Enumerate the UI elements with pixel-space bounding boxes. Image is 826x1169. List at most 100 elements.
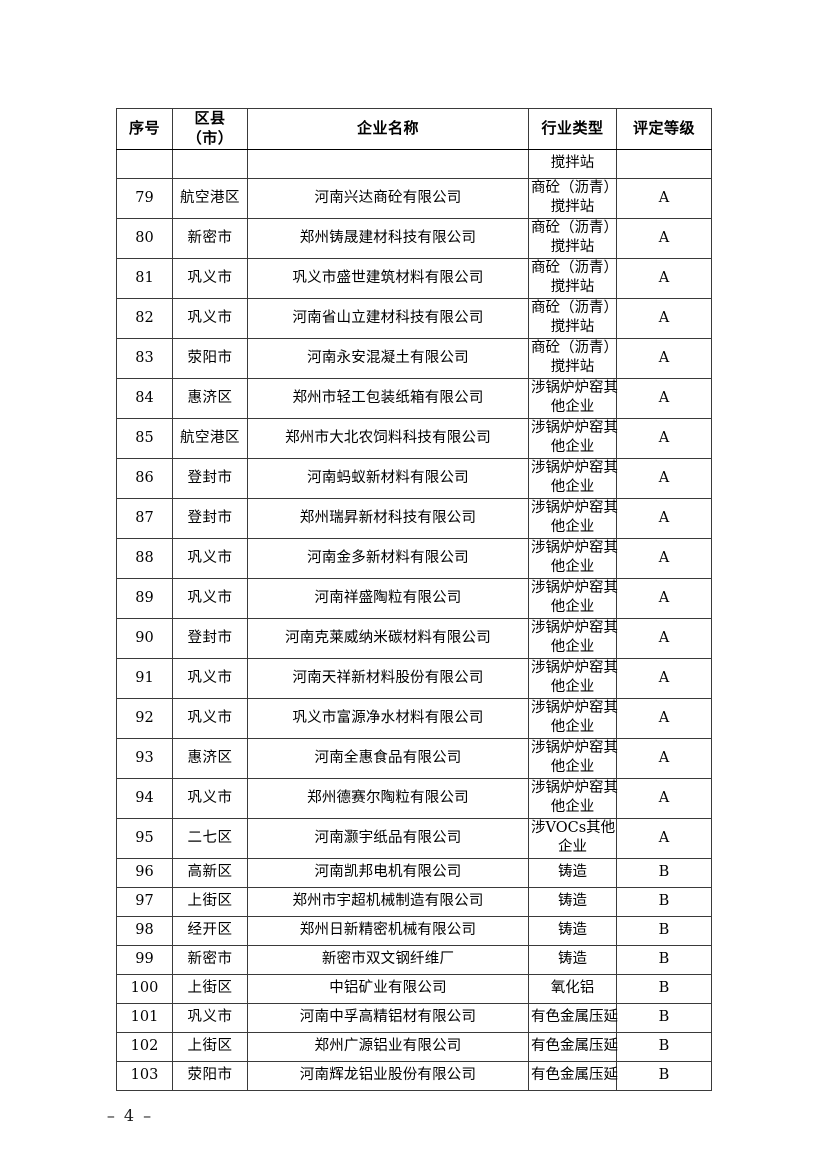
cell-industry-type: 铸造 [528, 944, 617, 975]
cell-sequence: 87 [116, 497, 173, 539]
industry-type-line-2: 他企业 [550, 799, 595, 816]
column-header-district: 区县（市） [172, 108, 248, 150]
industry-type-line-1: 涉锅炉炉窑其 [531, 539, 618, 556]
industry-type-line-2: 他企业 [550, 439, 595, 456]
cell-district: 荥阳市 [172, 337, 248, 379]
cell-rating-grade: A [616, 257, 712, 299]
industry-type-line-1: 有色金属压延 [531, 1038, 618, 1055]
cell-company-name: 河南蚂蚁新材料有限公司 [247, 457, 529, 499]
cell-sequence: 80 [116, 217, 173, 259]
cell-sequence: 83 [116, 337, 173, 379]
cell-rating-grade: A [616, 537, 712, 579]
cell-company-name: 中铝矿业有限公司 [247, 973, 529, 1004]
cell-sequence: 84 [116, 377, 173, 419]
cell-sequence: 94 [116, 777, 173, 819]
cell-sequence: 101 [116, 1002, 173, 1033]
cell-company-name: 郑州市大北农饲料科技有限公司 [247, 417, 529, 459]
column-header-sequence: 序号 [116, 108, 173, 150]
cell-company-name: 郑州广源铝业有限公司 [247, 1031, 529, 1062]
cell-district: 巩义市 [172, 777, 248, 819]
cell-rating-grade: A [616, 417, 712, 459]
cell-district: 上街区 [172, 886, 248, 917]
cell-company-name: 河南克莱威纳米碳材料有限公司 [247, 617, 529, 659]
cell-district: 巩义市 [172, 577, 248, 619]
cell-company-name: 河南中孚高精铝材有限公司 [247, 1002, 529, 1033]
cell-industry-type: 涉锅炉炉窑其 他企业 [528, 417, 618, 459]
cell-company-name [247, 148, 529, 179]
industry-type-line-1: 铸造 [558, 922, 587, 939]
cell-sequence: 91 [116, 657, 173, 699]
industry-type-line-1: 涉锅炉炉窑其 [531, 659, 618, 676]
column-header-company-name: 企业名称 [247, 108, 529, 150]
cell-industry-type: 商砼（沥青） 搅拌站 [528, 257, 618, 299]
cell-industry-type: 涉锅炉炉窑其 他企业 [528, 617, 618, 659]
cell-rating-grade: B [616, 857, 712, 888]
industry-type-line-1: 商砼（沥青） [531, 179, 618, 196]
table-row: 82 巩义市 河南省山立建材科技有限公司 商砼（沥青） 搅拌站 A [116, 297, 712, 339]
cell-rating-grade: B [616, 973, 712, 1004]
industry-type-line-2: 他企业 [550, 639, 595, 656]
table-row: 95 二七区 河南灏宇纸品有限公司 涉VOCs其他 企业 A [116, 817, 712, 859]
industry-type-line-2: 他企业 [550, 599, 595, 616]
industry-type-line-1: 涉锅炉炉窑其 [531, 619, 618, 636]
table-row: 94 巩义市 郑州德赛尔陶粒有限公司 涉锅炉炉窑其 他企业 A [116, 777, 712, 819]
industry-type-line-1: 涉VOCs其他 [531, 819, 616, 836]
cell-rating-grade: A [616, 737, 712, 779]
cell-rating-grade: A [616, 177, 712, 219]
industry-type-line-1: 涉锅炉炉窑其 [531, 699, 618, 716]
industry-type-line-2: 搅拌站 [550, 319, 595, 336]
cell-rating-grade: B [616, 944, 712, 975]
cell-rating-grade: A [616, 377, 712, 419]
cell-company-name: 河南凯邦电机有限公司 [247, 857, 529, 888]
table-row: 92 巩义市 巩义市富源净水材料有限公司 涉锅炉炉窑其 他企业 A [116, 697, 712, 739]
cell-sequence: 97 [116, 886, 173, 917]
cell-industry-type: 氧化铝 [528, 973, 617, 1004]
cell-company-name: 河南全惠食品有限公司 [247, 737, 529, 779]
cell-sequence: 89 [116, 577, 173, 619]
cell-sequence: 82 [116, 297, 173, 339]
cell-rating-grade: A [616, 217, 712, 259]
table-row: 搅拌站 [116, 148, 712, 179]
industry-type-line-1: 涉锅炉炉窑其 [531, 499, 618, 516]
cell-company-name: 河南省山立建材科技有限公司 [247, 297, 529, 339]
cell-industry-type: 有色金属压延 [528, 1060, 618, 1091]
cell-district: 荥阳市 [172, 1060, 248, 1091]
cell-company-name: 郑州日新精密机械有限公司 [247, 915, 529, 946]
cell-company-name: 河南永安混凝土有限公司 [247, 337, 529, 379]
column-header-industry-type: 行业类型 [528, 108, 617, 150]
industry-type-line-2: 搅拌站 [550, 279, 595, 296]
industry-type-line-2: 他企业 [550, 679, 595, 696]
cell-district: 上街区 [172, 973, 248, 1004]
cell-rating-grade: A [616, 617, 712, 659]
industry-type-line-1: 涉锅炉炉窑其 [531, 779, 618, 796]
cell-company-name: 郑州铸晟建材科技有限公司 [247, 217, 529, 259]
cell-district: 航空港区 [172, 417, 248, 459]
cell-sequence: 96 [116, 857, 173, 888]
cell-rating-grade [616, 148, 712, 179]
cell-rating-grade: A [616, 457, 712, 499]
cell-district: 登封市 [172, 497, 248, 539]
table-row: 86 登封市 河南蚂蚁新材料有限公司 涉锅炉炉窑其 他企业 A [116, 457, 712, 499]
cell-district: 巩义市 [172, 657, 248, 699]
cell-company-name: 郑州德赛尔陶粒有限公司 [247, 777, 529, 819]
cell-industry-type: 涉锅炉炉窑其 他企业 [528, 657, 618, 699]
cell-sequence: 98 [116, 915, 173, 946]
cell-district: 上街区 [172, 1031, 248, 1062]
table-row: 85 航空港区 郑州市大北农饲料科技有限公司 涉锅炉炉窑其 他企业 A [116, 417, 712, 459]
cell-industry-type: 涉锅炉炉窑其 他企业 [528, 497, 618, 539]
industry-type-line-1: 铸造 [558, 951, 587, 968]
cell-rating-grade: A [616, 297, 712, 339]
cell-industry-type: 涉锅炉炉窑其 他企业 [528, 737, 618, 779]
cell-sequence: 85 [116, 417, 173, 459]
cell-company-name: 河南辉龙铝业股份有限公司 [247, 1060, 529, 1091]
table-row: 89 巩义市 河南祥盛陶粒有限公司 涉锅炉炉窑其 他企业 A [116, 577, 712, 619]
cell-rating-grade: A [616, 817, 712, 859]
industry-type-line-1: 氧化铝 [550, 980, 595, 997]
cell-company-name: 新密市双文钢纤维厂 [247, 944, 529, 975]
table-row: 91 巩义市 河南天祥新材料股份有限公司 涉锅炉炉窑其 他企业 A [116, 657, 712, 699]
industry-type-line-1: 商砼（沥青） [531, 219, 618, 236]
column-header-rating-grade: 评定等级 [616, 108, 712, 150]
table-row: 100 上街区 中铝矿业有限公司 氧化铝 B [116, 973, 712, 1004]
cell-rating-grade: A [616, 497, 712, 539]
